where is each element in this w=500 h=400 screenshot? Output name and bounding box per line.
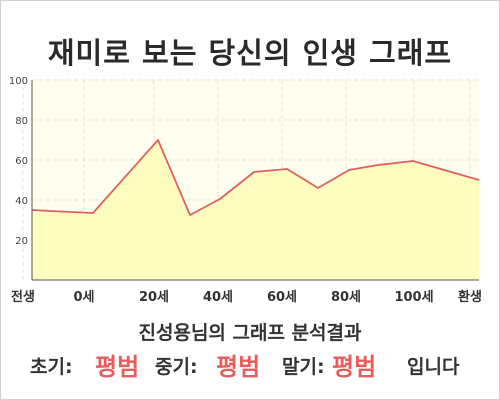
- early-label: 초기:: [30, 356, 73, 378]
- x-tick-label: 전생: [11, 289, 35, 305]
- suffix-text: 입니다: [407, 356, 460, 378]
- result-title: 진성용님의 그래프 분석결과: [138, 322, 362, 344]
- y-tick-label: 60: [15, 156, 28, 167]
- area-fill: [32, 140, 479, 280]
- y-tick-label: 100: [9, 76, 28, 87]
- series-line: [31, 139, 480, 216]
- late-label: 말기:: [282, 356, 325, 378]
- y-tick-label: 20: [15, 236, 28, 247]
- x-tick-label: 100세: [394, 290, 433, 305]
- early-value: 평범: [95, 353, 140, 381]
- page-title: 재미로 보는 당신의 인생 그래프: [47, 36, 453, 70]
- x-tick-label: 20세: [139, 290, 169, 305]
- middle-label: 중기:: [155, 356, 198, 378]
- middle-value: 평범: [216, 353, 261, 381]
- late-value: 평범: [332, 353, 377, 381]
- x-tick-label: 40세: [203, 290, 233, 305]
- result-summary: 초기: 평범 중기: 평범 말기: 평범 입니다: [0, 344, 500, 381]
- x-tick-labels: 전생 0세 20세 40세 60세 80세 100세 환생: [11, 289, 482, 305]
- x-tick-label: 80세: [331, 290, 361, 305]
- y-tick-label: 40: [15, 196, 28, 207]
- x-tick-label: 0세: [73, 290, 94, 305]
- y-tick-label: 80: [15, 116, 28, 127]
- x-tick-label: 60세: [267, 290, 297, 305]
- y-tick-labels: 20 40 60 80 100: [9, 76, 28, 247]
- x-tick-label: 환생: [458, 289, 482, 305]
